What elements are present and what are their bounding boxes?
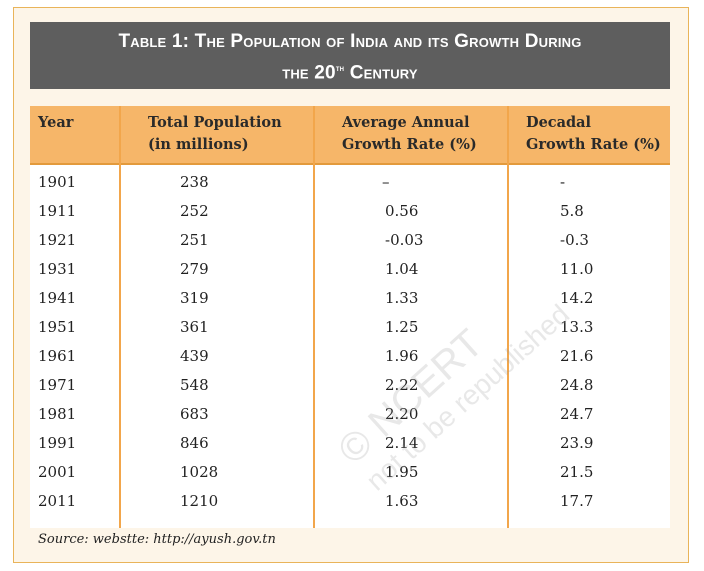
cell-annual: 2.20 <box>385 405 419 423</box>
cell-decadal: 21.6 <box>560 347 594 365</box>
table-row: 1921 251 -0.03 -0.3 <box>30 226 670 255</box>
column-divider <box>313 106 315 528</box>
cell-decadal: 13.3 <box>560 318 594 336</box>
cell-year: 1901 <box>38 173 77 191</box>
cell-annual: 1.25 <box>385 318 419 336</box>
header-annual-growth: Average Annual Growth Rate (%) <box>342 112 477 156</box>
table-row: 1911 252 0.56 5.8 <box>30 197 670 226</box>
cell-population: 683 <box>180 405 209 423</box>
header-annual-line1: Average Annual <box>342 114 470 131</box>
cell-year: 1971 <box>38 376 77 394</box>
title-line-2: the 20th Century <box>30 55 670 86</box>
table-row: 1971 548 2.22 24.8 <box>30 371 670 400</box>
column-divider <box>119 106 121 528</box>
cell-year: 1911 <box>38 202 77 220</box>
cell-annual: 1.63 <box>385 492 419 510</box>
title-line-2-suffix: Century <box>344 62 418 84</box>
table-header: Year Total Population (in millions) Aver… <box>30 106 670 165</box>
cell-population: 846 <box>180 434 209 452</box>
cell-population: 238 <box>180 173 209 191</box>
table-row: 1951 361 1.25 13.3 <box>30 313 670 342</box>
cell-year: 1921 <box>38 231 77 249</box>
cell-decadal: 24.7 <box>560 405 594 423</box>
table-row: 2001 1028 1.95 21.5 <box>30 458 670 487</box>
cell-annual: 1.33 <box>385 289 419 307</box>
cell-decadal: -0.3 <box>560 231 589 249</box>
cell-annual: – <box>382 173 390 191</box>
cell-annual: 1.95 <box>385 463 419 481</box>
source-note: Source: webstte: http://ayush.gov.tn <box>38 532 276 547</box>
cell-population: 548 <box>180 376 209 394</box>
cell-year: 1941 <box>38 289 77 307</box>
header-year: Year <box>38 112 73 134</box>
cell-population: 251 <box>180 231 209 249</box>
cell-year: 1931 <box>38 260 77 278</box>
cell-decadal: 11.0 <box>560 260 594 278</box>
cell-year: 2011 <box>38 492 77 510</box>
cell-annual: -0.03 <box>385 231 424 249</box>
cell-decadal: 17.7 <box>560 492 594 510</box>
table-row: 2011 1210 1.63 17.7 <box>30 487 670 516</box>
cell-year: 1951 <box>38 318 77 336</box>
cell-annual: 1.96 <box>385 347 419 365</box>
cell-year: 1961 <box>38 347 77 365</box>
title-line-2-prefix: the 20 <box>282 62 336 84</box>
cell-population: 252 <box>180 202 209 220</box>
cell-population: 361 <box>180 318 209 336</box>
cell-population: 1028 <box>180 463 219 481</box>
cell-annual: 2.22 <box>385 376 419 394</box>
cell-decadal: 24.8 <box>560 376 594 394</box>
table-row: 1961 439 1.96 21.6 <box>30 342 670 371</box>
cell-year: 1991 <box>38 434 77 452</box>
population-table: Year Total Population (in millions) Aver… <box>30 106 670 528</box>
cell-decadal: 5.8 <box>560 202 584 220</box>
title-line-2-sup: th <box>335 63 345 73</box>
cell-decadal: 21.5 <box>560 463 594 481</box>
table-title: Table 1: The Population of India and its… <box>30 22 670 89</box>
title-line-1: Table 1: The Population of India and its… <box>118 31 582 52</box>
cell-decadal: - <box>560 173 566 191</box>
table-row: 1981 683 2.20 24.7 <box>30 400 670 429</box>
cell-population: 319 <box>180 289 209 307</box>
table-row: 1941 319 1.33 14.2 <box>30 284 670 313</box>
table-row: 1901 238 – - <box>30 168 670 197</box>
column-divider <box>507 106 509 528</box>
cell-year: 2001 <box>38 463 77 481</box>
header-year-label: Year <box>38 114 74 131</box>
cell-population: 279 <box>180 260 209 278</box>
cell-annual: 2.14 <box>385 434 419 452</box>
cell-year: 1981 <box>38 405 77 423</box>
header-population: Total Population (in millions) <box>148 112 282 156</box>
table-row: 1931 279 1.04 11.0 <box>30 255 670 284</box>
cell-decadal: 23.9 <box>560 434 594 452</box>
header-decadal-line1: Decadal <box>526 114 592 131</box>
cell-annual: 1.04 <box>385 260 419 278</box>
header-population-line1: Total Population <box>148 114 282 131</box>
cell-population: 1210 <box>180 492 219 510</box>
cell-population: 439 <box>180 347 209 365</box>
cell-annual: 0.56 <box>385 202 419 220</box>
header-population-line2: (in millions) <box>148 136 249 153</box>
header-decadal-growth: Decadal Growth Rate (%) <box>526 112 661 156</box>
header-decadal-line2: Growth Rate (%) <box>526 136 661 153</box>
header-annual-line2: Growth Rate (%) <box>342 136 477 153</box>
cell-decadal: 14.2 <box>560 289 594 307</box>
table-row: 1991 846 2.14 23.9 <box>30 429 670 458</box>
